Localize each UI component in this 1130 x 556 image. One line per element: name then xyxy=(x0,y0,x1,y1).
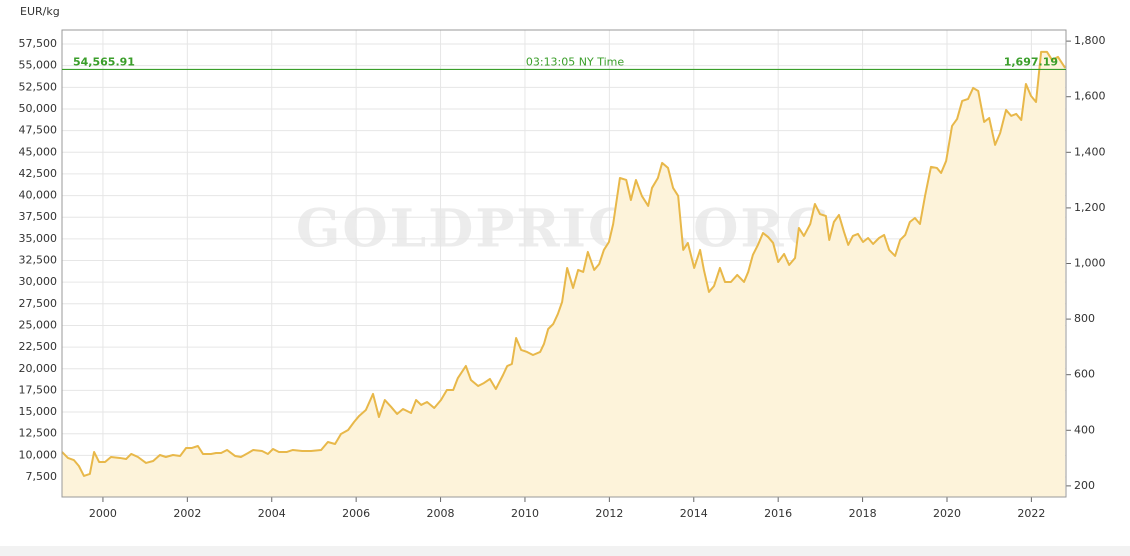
x-tick-label: 2004 xyxy=(258,507,286,520)
y-tick-label: 17,500 xyxy=(19,383,58,396)
y2-tick-label: 800 xyxy=(1074,312,1095,325)
y-tick-label: 37,500 xyxy=(19,210,58,223)
x-tick-label: 2006 xyxy=(342,507,370,520)
y-tick-label: 7,500 xyxy=(26,470,58,483)
y-tick-label: 27,500 xyxy=(19,297,58,310)
x-tick-label: 2014 xyxy=(680,507,708,520)
y-tick-label: 32,500 xyxy=(19,254,58,267)
y2-tick-label: 1,000 xyxy=(1074,257,1106,270)
y-tick-label: 57,500 xyxy=(19,37,58,50)
y-tick-label: 15,000 xyxy=(19,405,58,418)
x-tick-label: 2010 xyxy=(511,507,539,520)
area-fill xyxy=(62,51,1066,498)
y2-tick-label: 600 xyxy=(1074,368,1095,381)
reference-label: 54,565.91 xyxy=(73,55,135,68)
y2-tick-label: 400 xyxy=(1074,423,1095,436)
x-tick-label: 2012 xyxy=(595,507,623,520)
y-tick-label: 42,500 xyxy=(19,167,58,180)
x-tick-label: 2000 xyxy=(89,507,117,520)
y2-tick-label: 1,600 xyxy=(1074,90,1106,103)
y-tick-label: 50,000 xyxy=(19,102,58,115)
reference-time: 03:13:05 NY Time xyxy=(526,55,624,68)
y-tick-label: 55,000 xyxy=(19,59,58,72)
x-tick-label: 2022 xyxy=(1017,507,1045,520)
y-tick-label: 47,500 xyxy=(19,124,58,137)
plot-frame xyxy=(61,29,1067,498)
y-tick-label: 45,000 xyxy=(19,145,58,158)
y-tick-label: 40,000 xyxy=(19,189,58,202)
y-tick-label: 30,000 xyxy=(19,275,58,288)
y-tick-label: 52,500 xyxy=(19,80,58,93)
watermark: GOLDPRICE.ORG xyxy=(296,199,832,260)
y-tick-label: 35,000 xyxy=(19,232,58,245)
y-axis-label: EUR/kg xyxy=(20,5,60,18)
y-tick-label: 25,000 xyxy=(19,318,58,331)
x-tick-label: 2008 xyxy=(427,507,455,520)
y2-tick-label: 200 xyxy=(1074,479,1095,492)
x-tick-label: 2020 xyxy=(933,507,961,520)
y-tick-label: 20,000 xyxy=(19,362,58,375)
x-tick-label: 2018 xyxy=(849,507,877,520)
y-tick-label: 10,000 xyxy=(19,448,58,461)
y2-tick-label: 1,200 xyxy=(1074,201,1106,214)
price-line xyxy=(61,50,1066,477)
y2-tick-label: 1,400 xyxy=(1074,145,1106,158)
y2-tick-label: 1,800 xyxy=(1074,34,1106,47)
x-tick-label: 2016 xyxy=(764,507,792,520)
y-tick-label: 22,500 xyxy=(19,340,58,353)
footer-strip xyxy=(0,546,1130,556)
x-tick-label: 2002 xyxy=(173,507,201,520)
reference-y2-label: 1,697.19 xyxy=(1004,56,1058,69)
y-tick-label: 12,500 xyxy=(19,427,58,440)
